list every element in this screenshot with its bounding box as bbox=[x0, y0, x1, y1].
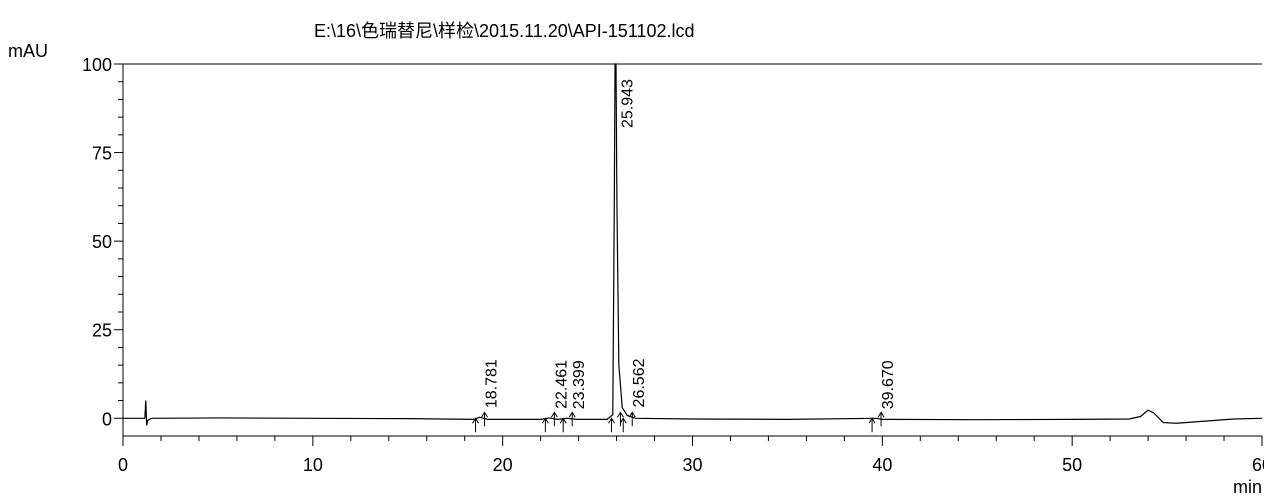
x-tick-label: 50 bbox=[1062, 455, 1082, 475]
peak-start-marker bbox=[868, 417, 876, 433]
y-tick-label: 75 bbox=[92, 144, 112, 164]
peak-end-marker bbox=[550, 411, 558, 427]
x-tick-label: 40 bbox=[872, 455, 892, 475]
peak-retention-label: 26.562 bbox=[631, 358, 648, 407]
peak-start-marker bbox=[608, 417, 615, 433]
y-axis-unit-label: mAU bbox=[8, 41, 48, 61]
peak-start-marker bbox=[559, 417, 567, 433]
peak-end-marker bbox=[481, 411, 488, 427]
x-tick-label: 60 bbox=[1252, 455, 1264, 475]
peak-end-marker bbox=[628, 411, 636, 427]
y-tick-label: 50 bbox=[92, 232, 112, 252]
peak-retention-label: 23.399 bbox=[571, 360, 588, 409]
x-axis-unit-label: min bbox=[1233, 477, 1262, 497]
chart-title: E:\16\色瑞替尼\样检\2015.11.20\API-151102.lcd bbox=[314, 21, 695, 41]
peak-start-marker bbox=[472, 417, 479, 433]
peak-retention-label: 18.781 bbox=[484, 359, 501, 408]
peak-retention-label: 22.461 bbox=[553, 360, 570, 409]
x-tick-label: 10 bbox=[303, 455, 323, 475]
y-tick-label: 25 bbox=[92, 321, 112, 341]
peak-end-marker bbox=[617, 411, 624, 427]
peak-start-marker bbox=[619, 417, 627, 433]
y-tick-label: 0 bbox=[102, 409, 112, 429]
series-line bbox=[123, 63, 1263, 426]
chart-axes bbox=[122, 63, 1262, 437]
x-tick-label: 20 bbox=[493, 455, 513, 475]
chart-ticks: 0 10 20 30 40 50 60 0 25 50 75 100 bbox=[82, 55, 1264, 475]
chromatogram-trace bbox=[123, 63, 1263, 426]
peak-start-marker bbox=[541, 417, 549, 433]
peak-end-marker bbox=[877, 411, 885, 427]
y-tick-label: 100 bbox=[82, 55, 112, 75]
x-tick-label: 30 bbox=[682, 455, 702, 475]
peak-retention-label: 39.670 bbox=[880, 360, 897, 409]
peak-retention-label: 25.943 bbox=[619, 79, 636, 128]
peak-end-marker bbox=[568, 411, 576, 427]
peak-markers: 18.781 22.461 23.399 25.943 26.562 39.670 bbox=[472, 79, 897, 433]
x-tick-label: 0 bbox=[118, 455, 128, 475]
